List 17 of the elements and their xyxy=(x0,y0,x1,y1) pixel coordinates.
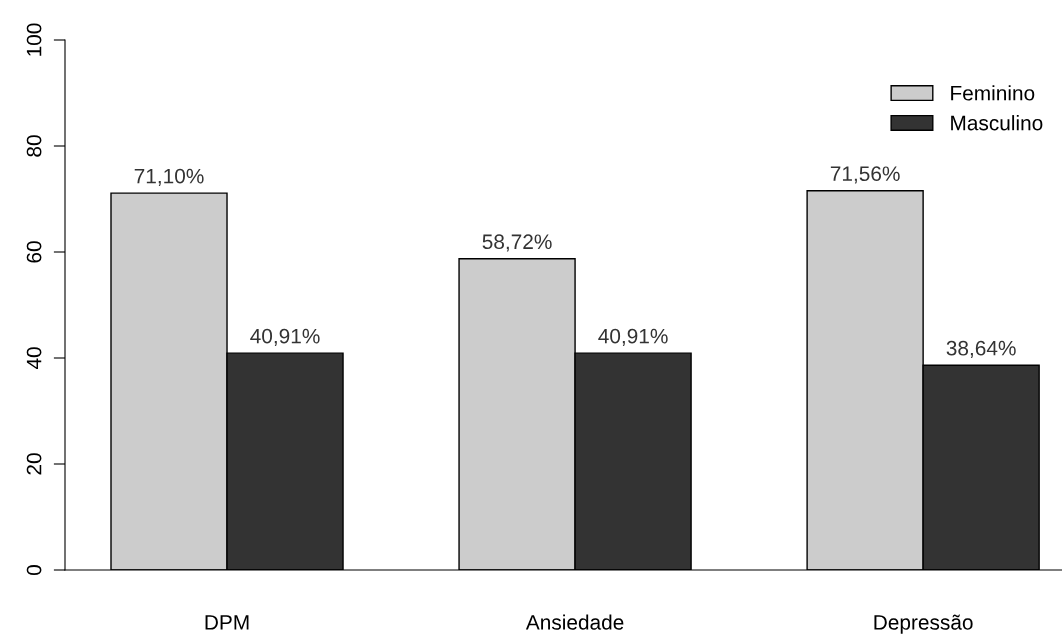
y-tick-label: 20 xyxy=(26,453,42,475)
y-tick-label: 60 xyxy=(26,241,42,263)
legend-label: Masculino xyxy=(951,115,1043,131)
legend-label: Feminino xyxy=(951,85,1035,101)
x-tick-label: Depressão xyxy=(874,614,973,634)
y-tick-label: 40 xyxy=(26,347,42,370)
x-tick-label: Ansiedade xyxy=(525,614,624,630)
data-label: 58,72% xyxy=(482,234,552,252)
data-label: 38,64% xyxy=(946,340,1016,358)
y-tick-label: 0 xyxy=(26,565,42,575)
y-tick-label: 100 xyxy=(26,23,42,56)
y-tick-label: 80 xyxy=(26,135,42,157)
x-tick-label: DPM xyxy=(205,615,249,630)
data-label: 40,91% xyxy=(598,328,668,346)
data-label: 71,10% xyxy=(134,168,204,186)
data-label: 71,56% xyxy=(830,166,900,184)
data-label: 40,91% xyxy=(250,328,320,346)
